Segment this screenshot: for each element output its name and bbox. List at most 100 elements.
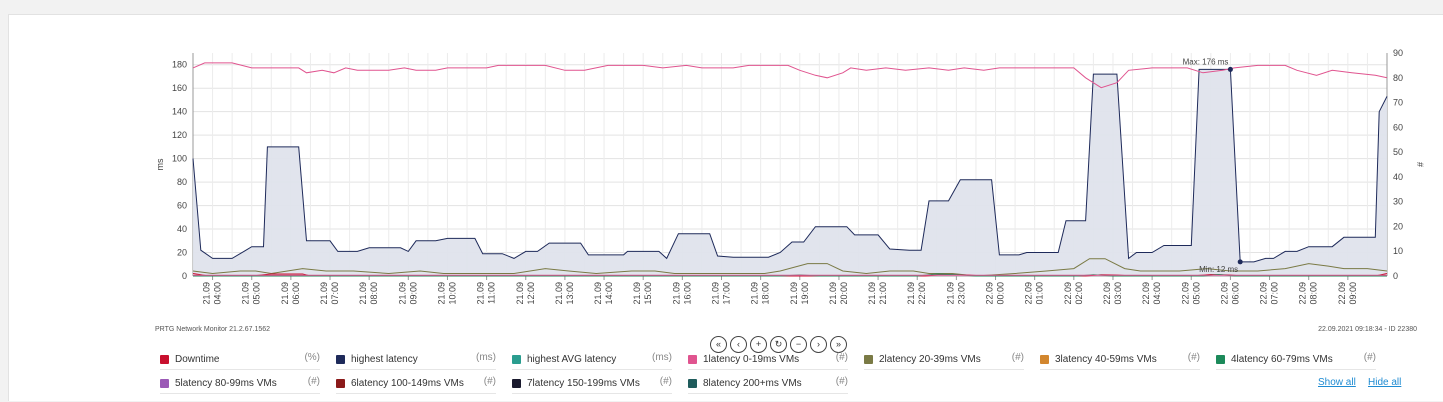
legend-item-highest-latency[interactable]: highest latency (ms) bbox=[336, 352, 496, 370]
x-tick-label-date: 21.09 bbox=[241, 282, 251, 305]
legend-item-3latency[interactable]: 3latency 40-59ms VMs (#) bbox=[1040, 352, 1200, 370]
x-tick-label-time: 09:00 bbox=[408, 282, 418, 305]
x-tick-label-date: 21.09 bbox=[397, 282, 407, 305]
x-tick-label-time: 01:00 bbox=[1035, 282, 1045, 305]
nav-first-button[interactable]: « bbox=[710, 336, 727, 353]
legend-underline bbox=[336, 369, 496, 370]
legend-swatch bbox=[336, 378, 345, 388]
x-tick-label-time: 08:00 bbox=[1309, 282, 1319, 305]
legend-label: 1latency 0-19ms VMs bbox=[703, 353, 800, 365]
legend-item-1latency[interactable]: 1latency 0-19ms VMs (#) bbox=[688, 352, 848, 370]
legend-item-2latency[interactable]: 2latency 20-39ms VMs (#) bbox=[864, 352, 1024, 370]
y-right-tick-label: 10 bbox=[1393, 246, 1403, 256]
legend-item-8latency[interactable]: 8latency 200+ms VMs (#) bbox=[688, 376, 848, 394]
legend-underline bbox=[1216, 369, 1376, 370]
legend-label: 6latency 100-149ms VMs bbox=[351, 377, 464, 389]
x-tick-label-date: 21.09 bbox=[476, 282, 486, 305]
legend-label: 3latency 40-59ms VMs bbox=[1055, 353, 1157, 365]
nav-reset-button[interactable]: ↻ bbox=[770, 336, 787, 353]
legend-underline bbox=[336, 393, 496, 394]
x-tick-label-time: 07:00 bbox=[330, 282, 340, 305]
x-tick-label-time: 22:00 bbox=[917, 282, 927, 305]
x-tick-label-date: 21.09 bbox=[515, 282, 525, 305]
x-tick-label-date: 21.09 bbox=[906, 282, 916, 305]
legend-underline bbox=[512, 369, 672, 370]
x-tick-label-date: 21.09 bbox=[202, 282, 212, 305]
legend-swatch bbox=[336, 354, 345, 364]
show-all-link[interactable]: Show all bbox=[1318, 377, 1356, 388]
legend-underline bbox=[160, 369, 320, 370]
nav-zoom-out-button[interactable]: − bbox=[790, 336, 807, 353]
x-tick-label-time: 20:00 bbox=[839, 282, 849, 305]
legend-item-highest-avg-latency[interactable]: highest AVG latency (ms) bbox=[512, 352, 672, 370]
nav-zoom-in-button[interactable]: + bbox=[750, 336, 767, 353]
series-line bbox=[192, 258, 1388, 277]
legend-swatch bbox=[160, 354, 169, 364]
x-tick-label-date: 22.09 bbox=[1141, 282, 1151, 305]
graph-navigation: « ‹ + ↻ − › » bbox=[710, 336, 847, 353]
y-left-tick-label: 0 bbox=[182, 271, 187, 281]
legend-swatch bbox=[160, 378, 169, 388]
y-right-tick-label: 40 bbox=[1393, 172, 1403, 182]
x-tick-label-time: 21:00 bbox=[878, 282, 888, 305]
y-right-tick-label: 30 bbox=[1393, 197, 1403, 207]
x-tick-label-date: 21.09 bbox=[750, 282, 760, 305]
annotation-label: Max: 176 ms bbox=[1183, 57, 1229, 66]
x-tick-label-time: 15:00 bbox=[643, 282, 653, 305]
x-tick-label-time: 06:00 bbox=[1230, 282, 1240, 305]
x-tick-label-date: 22.09 bbox=[1024, 282, 1034, 305]
y-right-tick-label: 20 bbox=[1393, 221, 1403, 231]
x-tick-label-time: 10:00 bbox=[447, 282, 457, 305]
y-left-tick-label: 100 bbox=[172, 154, 187, 164]
graph-panel: 0 20 40 60 80 100 120 140 160 180 0 10 20 30 40 50 60 70 8… bbox=[8, 14, 1443, 401]
x-tick-label-time: 18:00 bbox=[761, 282, 771, 305]
legend-swatch bbox=[1216, 354, 1225, 364]
legend-item-5latency[interactable]: 5latency 80-99ms VMs (#) bbox=[160, 376, 320, 394]
x-tick-label-date: 21.09 bbox=[358, 282, 368, 305]
x-tick-label-time: 17:00 bbox=[721, 282, 731, 305]
legend-unit: (#) bbox=[1011, 352, 1024, 363]
y-left-axis-label: ms bbox=[155, 158, 165, 170]
x-tick-label-date: 22.09 bbox=[1259, 282, 1269, 305]
x-tick-label-time: 08:00 bbox=[369, 282, 379, 305]
legend-unit: (#) bbox=[659, 376, 672, 387]
y-left-tick-label: 40 bbox=[177, 224, 187, 234]
legend-underline bbox=[160, 393, 320, 394]
x-tick-label-date: 22.09 bbox=[1219, 282, 1229, 305]
x-tick-label-time: 23:00 bbox=[956, 282, 966, 305]
y-left-tick-label: 180 bbox=[172, 60, 187, 70]
x-tick-label-date: 22.09 bbox=[1063, 282, 1073, 305]
x-tick-label-time: 11:00 bbox=[487, 282, 497, 304]
x-tick-label-time: 09:00 bbox=[1348, 282, 1358, 305]
legend-item-downtime[interactable]: Downtime (%) bbox=[160, 352, 320, 370]
legend-swatch bbox=[512, 378, 521, 388]
latency-chart: 0 20 40 60 80 100 120 140 160 180 0 10 20 30 40 50 60 70 8… bbox=[155, 48, 1425, 305]
nav-last-button[interactable]: » bbox=[830, 336, 847, 353]
legend-unit: (#) bbox=[835, 352, 848, 363]
legend-unit: (#) bbox=[1363, 352, 1376, 363]
x-tick-label-time: 16:00 bbox=[682, 282, 692, 305]
y-left-tick-label: 60 bbox=[177, 201, 187, 211]
x-tick-label-time: 05:00 bbox=[252, 282, 262, 305]
x-tick-label-time: 12:00 bbox=[526, 282, 536, 305]
x-tick-label-date: 21.09 bbox=[789, 282, 799, 305]
legend-unit: (#) bbox=[1187, 352, 1200, 363]
legend-item-4latency[interactable]: 4latency 60-79ms VMs (#) bbox=[1216, 352, 1376, 370]
legend-item-6latency[interactable]: 6latency 100-149ms VMs (#) bbox=[336, 376, 496, 394]
x-tick-label-date: 21.09 bbox=[319, 282, 329, 305]
legend-swatch bbox=[864, 354, 873, 364]
series-line bbox=[192, 62, 1388, 89]
y-left-tick-label: 80 bbox=[177, 177, 187, 187]
y-right-tick-label: 0 bbox=[1393, 271, 1398, 281]
legend-item-7latency[interactable]: 7latency 150-199ms VMs (#) bbox=[512, 376, 672, 394]
hide-all-link[interactable]: Hide all bbox=[1368, 377, 1402, 388]
legend-label: highest AVG latency bbox=[527, 353, 617, 365]
x-tick-label-date: 21.09 bbox=[945, 282, 955, 305]
nav-next-button[interactable]: › bbox=[810, 336, 827, 353]
legend-unit: (ms) bbox=[476, 352, 496, 363]
annotation-marker bbox=[1227, 66, 1233, 72]
nav-prev-button[interactable]: ‹ bbox=[730, 336, 747, 353]
x-tick-label-date: 22.09 bbox=[985, 282, 995, 305]
x-tick-label-time: 03:00 bbox=[1113, 282, 1123, 305]
x-tick-label-date: 22.09 bbox=[1337, 282, 1347, 305]
